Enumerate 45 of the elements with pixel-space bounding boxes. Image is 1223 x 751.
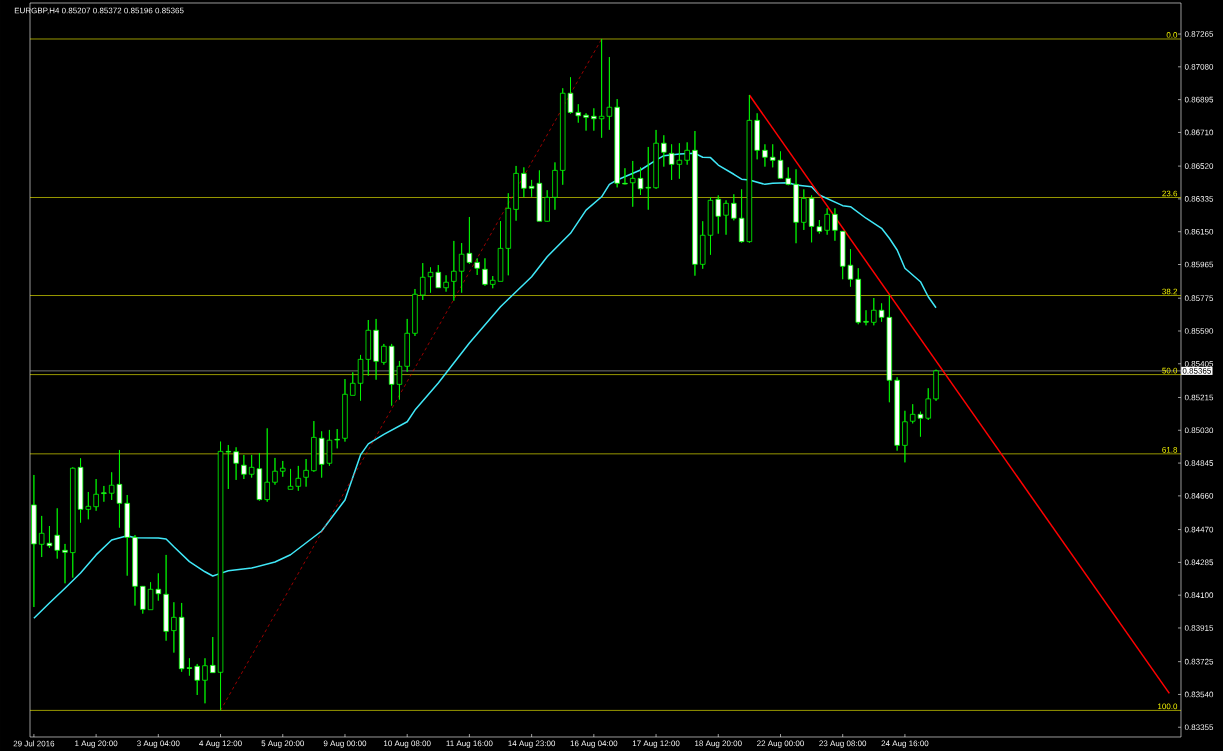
x-tick-label: 29 Jul 2016 [13, 740, 55, 747]
x-tick-label: 9 Aug 00:00 [323, 740, 367, 748]
y-tick-label: 0.86335 [1184, 196, 1214, 202]
x-tick-label: 18 Aug 20:00 [695, 740, 742, 748]
x-tick-label: 3 Aug 04:00 [137, 740, 180, 748]
annotation: 50.0 [1162, 367, 1178, 374]
y-tick-label: 0.85215 [1184, 394, 1214, 401]
y-tick-label: 0.84660 [1184, 493, 1214, 499]
y-tick-label: 0.87265 [1184, 31, 1214, 37]
x-tick-label: 24 Aug 16:00 [881, 740, 929, 748]
y-tick-label: 0.85405 [1184, 360, 1214, 367]
y-tick-label: 0.86520 [1184, 163, 1214, 169]
text: EURGBP,H4 0.85207 0.85372 0.85196 0.85365 [14, 7, 184, 15]
y-tick-label: 0.86150 [1184, 228, 1214, 235]
y-tick-label: 0.84845 [1184, 460, 1214, 466]
annotation: 38.2 [1162, 288, 1178, 295]
x-tick-label: 10 Aug 08:00 [384, 740, 431, 748]
x-tick-label: 23 Aug 08:00 [819, 740, 867, 748]
x-tick-label: 11 Aug 16:00 [446, 740, 493, 748]
y-tick-label: 0.84285 [1184, 559, 1214, 566]
x-tick-label: 14 Aug 23:00 [508, 740, 556, 748]
y-tick-label: 0.85965 [1184, 261, 1214, 268]
annotation: 23.6 [1162, 190, 1178, 197]
y-tick-label: 0.85590 [1184, 328, 1214, 334]
y-tick-label: 0.83915 [1184, 625, 1214, 631]
y-tick-label: 0.86895 [1184, 96, 1214, 103]
annotation: 61.8 [1162, 446, 1178, 453]
y-tick-label: 0.84470 [1184, 526, 1214, 533]
annotation: 0.0 [1166, 32, 1178, 38]
y-tick-label: 0.87080 [1184, 63, 1214, 70]
annotation: 100.0 [1158, 703, 1178, 710]
x-tick-label: 17 Aug 12:00 [632, 740, 680, 748]
y-tick-label: 0.83355 [1184, 724, 1214, 731]
y-tick-label: 0.84100 [1184, 592, 1214, 598]
y-tick-label: 0.85775 [1184, 295, 1214, 301]
x-tick-label: 16 Aug 04:00 [570, 740, 618, 748]
ref-line-label: 0.85365 [1182, 368, 1211, 374]
x-tick-label: 22 Aug 00:00 [757, 740, 804, 748]
y-tick-label: 0.86710 [1184, 129, 1214, 136]
x-tick-label: 1 Aug 20:00 [75, 740, 118, 748]
y-tick-label: 0.83540 [1184, 691, 1214, 698]
y-tick-label: 0.85030 [1184, 427, 1214, 434]
x-tick-label: 4 Aug 12:00 [199, 740, 242, 748]
y-tick-label: 0.83725 [1184, 658, 1214, 665]
x-tick-label: 5 Aug 20:00 [261, 740, 305, 748]
